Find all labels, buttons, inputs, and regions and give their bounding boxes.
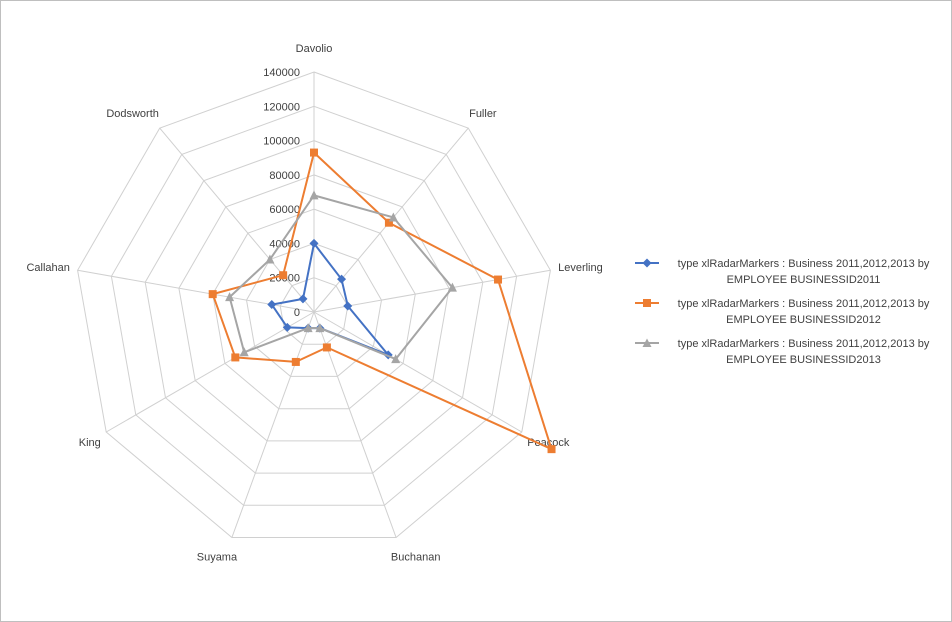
data-point: [310, 148, 318, 157]
data-point: [208, 290, 217, 299]
data-point: [291, 357, 300, 366]
data-point: [231, 353, 240, 362]
data-point: [315, 323, 325, 333]
category-label: Leverling: [558, 262, 603, 274]
series-line: [228, 194, 454, 361]
data-point: [337, 274, 347, 284]
series-line: [211, 151, 553, 451]
tick-label: 60000: [269, 204, 300, 216]
data-point: [309, 238, 319, 248]
data-point: [384, 218, 393, 227]
data-point: [239, 347, 249, 357]
series-2: [208, 148, 556, 454]
category-label: Dodsworth: [106, 108, 159, 120]
tick-label: 0: [294, 307, 300, 319]
legend-swatch-2013: [635, 338, 659, 347]
value-axis-ticks: 020000400006000080000100000120000140000: [263, 67, 300, 319]
data-series: [208, 148, 556, 454]
legend-item-2013: type xlRadarMarkers : Business 2011,2012…: [633, 336, 948, 376]
legend-item-2012: type xlRadarMarkers : Business 2011,2012…: [633, 296, 948, 336]
category-label: Callahan: [26, 262, 69, 274]
data-point: [265, 254, 275, 264]
series-3: [225, 190, 457, 364]
grid-spoke: [231, 311, 315, 538]
grid-spoke: [105, 311, 315, 433]
tick-label: 140000: [263, 67, 300, 79]
grid-spoke: [313, 269, 551, 313]
data-point: [447, 282, 457, 292]
legend-label-2011: type xlRadarMarkers : Business 2011,2012…: [677, 258, 930, 286]
grid-ring: [110, 105, 518, 506]
grid-ring: [279, 277, 349, 345]
category-label: Buchanan: [391, 551, 441, 563]
grid-ring: [212, 208, 416, 410]
grid-ring: [144, 140, 484, 474]
tick-label: 80000: [269, 170, 300, 182]
category-labels: DavolioFullerLeverlingPeacockBuchananSuy…: [26, 43, 602, 563]
category-label: Suyama: [197, 551, 238, 563]
grid-spoke: [159, 127, 315, 313]
data-point: [494, 275, 503, 284]
category-label: Fuller: [469, 108, 497, 120]
grid-ring: [178, 174, 450, 442]
grid-ring: [77, 71, 551, 538]
data-point: [303, 323, 313, 333]
grid-spoke: [313, 311, 523, 433]
series-line: [270, 242, 390, 356]
radar-grid: [77, 71, 551, 538]
data-point: [547, 445, 556, 454]
category-label: Davolio: [296, 43, 333, 55]
tick-label: 120000: [263, 101, 300, 113]
data-point: [343, 301, 353, 311]
data-point: [322, 343, 331, 352]
data-point: [309, 190, 319, 200]
data-point: [391, 354, 401, 364]
legend-item-2011: type xlRadarMarkers : Business 2011,2012…: [633, 256, 948, 296]
data-point: [279, 271, 288, 280]
data-point: [388, 212, 398, 222]
legend-label-2012: type xlRadarMarkers : Business 2011,2012…: [677, 298, 930, 326]
data-point: [298, 294, 308, 304]
legend: type xlRadarMarkers : Business 2011,2012…: [633, 256, 948, 376]
data-point: [225, 292, 235, 302]
data-point: [267, 300, 277, 310]
tick-label: 100000: [263, 136, 300, 148]
grid-ring: [245, 242, 383, 377]
tick-label: 40000: [269, 238, 300, 250]
category-label: King: [79, 437, 101, 449]
data-point: [282, 322, 292, 332]
legend-label-2013: type xlRadarMarkers : Business 2011,2012…: [677, 338, 930, 366]
legend-swatch-2012: [635, 299, 659, 307]
legend-swatch-2011: [635, 258, 659, 268]
